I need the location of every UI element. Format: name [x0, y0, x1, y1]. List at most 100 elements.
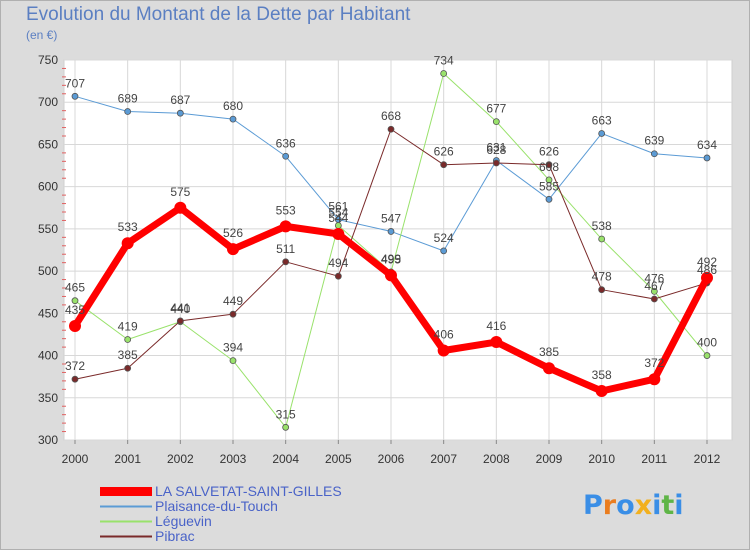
x-tick-label: 2006 — [378, 452, 405, 466]
x-tick-label: 2007 — [430, 452, 457, 466]
legend-label-plaisance: Plaisance-du-Touch — [155, 498, 278, 514]
data-labels: 435 533 575 526 553 544 495 406 416 385 358 372 492 7… — [65, 54, 717, 422]
data-point — [703, 352, 711, 359]
data-point — [492, 118, 500, 126]
data-point — [492, 159, 500, 167]
data-label: 416 — [486, 319, 506, 333]
y-tick-label: 750 — [38, 53, 58, 67]
y-tick-label: 550 — [38, 222, 58, 236]
y-tick-label: 350 — [38, 391, 58, 405]
data-label: 358 — [592, 368, 612, 382]
data-label: 400 — [697, 336, 717, 350]
data-point — [545, 161, 553, 169]
x-tick-label: 2009 — [536, 452, 563, 466]
data-point — [174, 201, 187, 214]
data-point — [701, 271, 713, 284]
legend-swatch-salvetat — [100, 487, 152, 496]
y-axis: 300 350 400 450 500 550 600 650 700 750 — [38, 53, 66, 447]
data-label: 634 — [697, 138, 717, 152]
data-label: 385 — [118, 348, 138, 362]
data-point — [595, 385, 608, 398]
data-point — [545, 195, 553, 203]
data-point — [229, 357, 237, 365]
chart-title: Evolution du Montant de la Dette par Hab… — [26, 4, 411, 25]
data-point — [282, 152, 290, 160]
series-group — [69, 70, 713, 431]
data-label: 561 — [328, 200, 348, 214]
data-point — [332, 227, 345, 240]
data-point — [703, 154, 711, 162]
logo-letter: i — [674, 490, 684, 521]
data-label: 585 — [539, 179, 559, 193]
data-point — [124, 108, 132, 115]
data-label: 435 — [65, 303, 85, 317]
data-point — [387, 125, 395, 133]
y-tick-label: 650 — [38, 137, 58, 151]
data-point — [124, 364, 132, 372]
x-tick-label: 2000 — [62, 452, 89, 466]
x-tick-label: 2011 — [641, 452, 667, 466]
legend-item-salvetat[interactable]: LA SALVETAT-SAINT-GILLES — [100, 484, 342, 499]
data-label: 526 — [223, 226, 243, 240]
plot-area — [63, 59, 733, 441]
data-label: 441 — [170, 301, 190, 315]
data-label: 707 — [65, 76, 85, 90]
data-label: 467 — [644, 279, 664, 293]
legend-item-pibrac[interactable]: Pibrac — [100, 529, 342, 544]
data-point — [437, 344, 450, 357]
data-point — [440, 247, 448, 255]
data-point — [69, 320, 81, 332]
data-label: 734 — [434, 54, 454, 68]
legend-item-leguevin[interactable]: Léguevin — [100, 514, 342, 529]
data-label: 524 — [434, 231, 454, 245]
x-axis: 2000 2001 2002 2003 2004 2005 2006 2007 2008 2009… — [62, 440, 721, 466]
data-label: 499 — [381, 252, 401, 266]
data-point — [598, 286, 606, 294]
logo-letter: x — [634, 490, 653, 521]
chart-subtitle: (en €) — [26, 28, 58, 42]
data-label: 394 — [223, 341, 243, 355]
y-tick-label: 600 — [38, 180, 58, 194]
data-label: 547 — [381, 211, 401, 225]
data-label: 315 — [276, 407, 296, 421]
data-label: 631 — [486, 140, 506, 154]
legend-label-leguevin: Léguevin — [155, 513, 212, 529]
data-point — [334, 272, 342, 280]
data-point — [490, 336, 503, 349]
x-tick-label: 2003 — [220, 452, 247, 466]
data-point — [387, 228, 395, 235]
data-label: 372 — [65, 359, 85, 373]
data-label: 687 — [170, 93, 190, 107]
data-point — [121, 237, 134, 250]
data-label: 406 — [434, 327, 454, 341]
proxiti-logo: Proxiti — [583, 490, 684, 521]
data-label: 575 — [170, 185, 190, 199]
logo-letter: P — [583, 490, 603, 521]
data-point — [227, 243, 239, 256]
legend-swatch-pibrac — [100, 535, 152, 538]
legend: LA SALVETAT-SAINT-GILLES Plaisance-du-To… — [100, 484, 342, 544]
data-label: 553 — [276, 203, 296, 217]
data-point — [176, 109, 184, 117]
data-label: 636 — [276, 136, 296, 150]
data-label: 478 — [592, 270, 612, 284]
data-label: 663 — [592, 113, 612, 127]
data-point — [71, 375, 79, 383]
data-point — [176, 317, 184, 325]
data-label: 626 — [434, 145, 454, 159]
data-label: 554 — [328, 206, 348, 220]
data-point — [650, 150, 658, 158]
legend-item-plaisance[interactable]: Plaisance-du-Touch — [100, 499, 342, 514]
data-label: 385 — [539, 345, 559, 359]
y-tick-label: 450 — [38, 306, 58, 320]
legend-swatch-plaisance — [100, 505, 152, 508]
data-point — [598, 235, 606, 243]
legend-label-salvetat: LA SALVETAT-SAINT-GILLES — [155, 483, 342, 499]
data-point — [598, 130, 606, 137]
data-label: 626 — [539, 145, 559, 159]
data-label: 544 — [328, 211, 348, 225]
data-point — [229, 310, 237, 318]
data-label: 492 — [697, 255, 717, 269]
data-label: 486 — [697, 263, 717, 277]
logo-letter: t — [661, 490, 675, 521]
